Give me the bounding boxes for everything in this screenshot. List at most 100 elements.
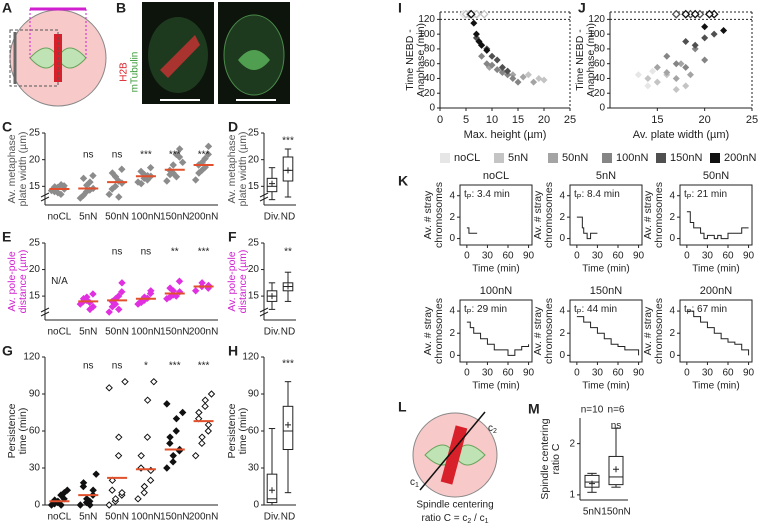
axis-break [259,307,269,317]
x-tick-label: 50nN [105,512,129,523]
data-point [57,190,65,199]
x-tick-label: 5nN [79,327,97,338]
panel-title: 150nN [590,285,622,297]
y-axis-label: chromosomes [653,298,665,364]
data-point [166,433,174,441]
significance: ns [611,421,622,432]
data-point [118,488,126,497]
significance: ns [112,247,123,258]
x-tick-label: 5nN [583,507,601,518]
y-axis-label: Time NEBD - [574,29,586,91]
y-axis-label: Time NEBD - [404,29,416,91]
x-tick-label: 50nN [105,212,129,223]
box-mean [613,466,619,473]
data-point [710,30,718,38]
annotation: tP: 3.4 min [464,189,510,201]
x-tick-label: ND [281,212,295,223]
significance: ns [112,150,123,161]
data-point [535,74,543,82]
legend-swatch [494,153,504,163]
significance: ns [141,247,152,258]
data-point [644,82,652,90]
legend-swatch [656,153,666,163]
annotation-part: t [574,304,577,315]
data-point [498,63,506,71]
x-tick-label: 0 [684,251,690,262]
data-point [163,400,171,408]
y-axis-label: Av. pole-pole [226,251,238,311]
caption-text: ratio C = c [421,513,467,524]
data-point [89,486,97,494]
data-point [672,60,680,68]
y-tick-label: 60 [248,426,260,437]
data-point [201,396,209,404]
x-tick-label: 0 [574,368,580,379]
data-point [114,451,123,460]
data-point [108,476,117,485]
y-tick-label: 2 [669,212,675,223]
x-tick-label: 100nN [131,212,160,223]
data-point [509,74,517,82]
data-point [530,78,538,86]
annotation-part: P [687,194,692,201]
data-point [118,288,126,296]
annotation-part: t [464,304,467,315]
data-point [686,71,694,79]
data-point [485,63,493,71]
legend-label: noCL [454,152,480,164]
data-point [143,396,152,404]
panel-label: L [398,399,407,415]
box-mean [285,421,291,428]
x-tick-label: 200nN [189,327,218,338]
x-tick-label: 0 [684,368,690,379]
annotation-part: t [464,189,467,200]
significance: *** [169,361,181,372]
data-point [134,495,142,503]
data-point [134,178,142,186]
annotation-part: t [574,189,577,200]
panel-title: 5nN [596,170,616,182]
data-point [111,173,120,181]
legend-label: 200nN [724,152,756,164]
x-tick-label: 150nN [160,327,189,338]
x-axis-label: Av. plate width (µm) [633,129,729,141]
y-axis-label: Av. # stray [642,190,654,239]
data-point [166,284,174,292]
data-point [672,86,680,94]
annotation-part: : 21 min [691,189,727,200]
x-tick-label: 15 [651,114,663,126]
data-point [191,287,200,295]
data-point [701,23,709,31]
panel-label: D [228,119,238,135]
data-point [472,30,480,38]
panel-label: I [398,0,402,16]
data-point [483,60,491,68]
y-axis-label: distance (µm) [17,250,29,314]
annotation-part: : 29 min [471,304,507,315]
data-point [137,167,145,176]
frame [459,299,533,363]
y-axis-label: Av. # stray [642,306,654,355]
data-point [663,52,671,60]
data-point [682,38,690,46]
data-point [115,433,123,441]
data-point [201,154,209,163]
data-point [691,45,699,53]
panel-label: F [228,229,237,245]
data-point [195,408,203,417]
legend-label: 5nN [508,152,528,164]
y-axis-label: time (min) [17,408,29,455]
data-point [108,486,116,494]
step-line [686,310,750,356]
data-point [169,451,177,460]
data-point [649,67,657,75]
y-tick-label: 25 [29,238,41,249]
data-point [163,177,171,185]
data-point [644,74,652,82]
data-point [143,433,152,441]
annotation-part: P [687,309,692,316]
data-point [198,433,206,441]
data-point [166,170,174,179]
x-tick-label: Div. [264,212,280,223]
